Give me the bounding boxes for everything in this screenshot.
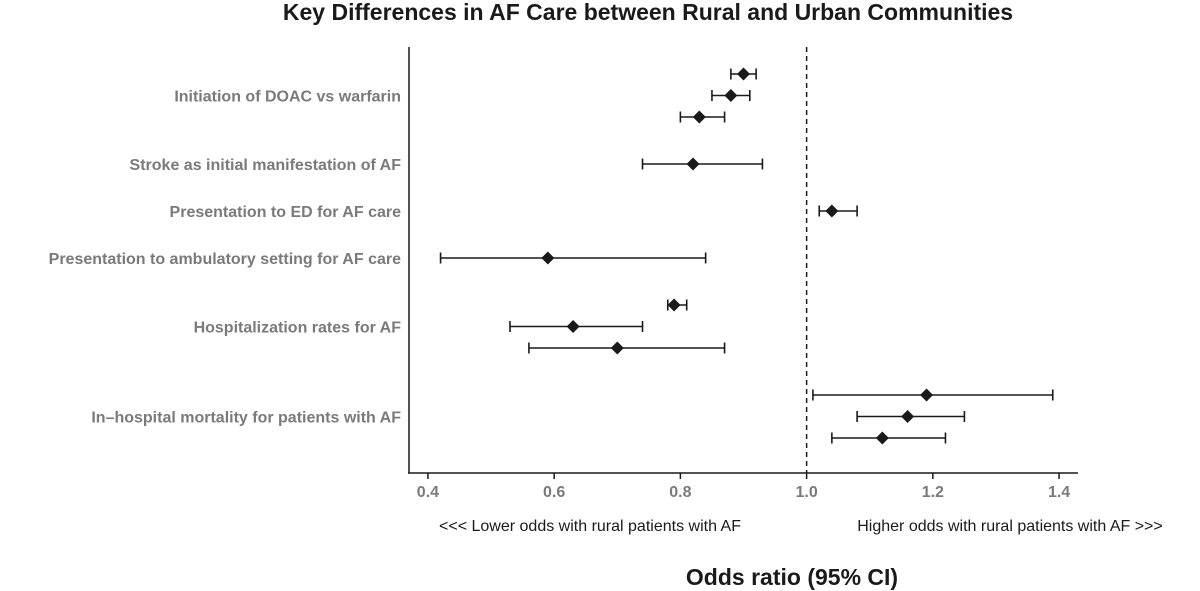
x-tick-label: 1.2: [922, 484, 944, 501]
point-estimate-diamond: [667, 298, 681, 312]
x-tick-label: 1.4: [1048, 484, 1070, 501]
estimate-row: [711, 89, 751, 102]
estimate-marks: [439, 67, 1054, 445]
category-label: Initiation of DOAC vs warfarin: [174, 89, 401, 106]
point-estimate-diamond: [610, 341, 624, 355]
plot-area: [408, 47, 1078, 474]
point-estimate-diamond: [724, 89, 738, 102]
estimate-row: [509, 320, 644, 333]
estimate-row: [818, 204, 858, 218]
estimate-row: [641, 157, 764, 171]
estimate-row: [831, 431, 947, 445]
x-tick-label: 1.0: [795, 484, 817, 501]
point-estimate-diamond: [737, 67, 750, 81]
point-estimate-diamond: [920, 388, 934, 402]
x-tick-label: 0.6: [543, 484, 565, 501]
category-label: Presentation to ED for AF care: [170, 204, 402, 221]
point-estimate-diamond: [686, 157, 700, 171]
category-label: Stroke as initial manifestation of AF: [130, 157, 402, 174]
direction-label-left: <<< Lower odds with rural patients with …: [439, 518, 741, 535]
point-estimate-diamond: [901, 410, 915, 423]
category-label: Hospitalization rates for AF: [194, 320, 402, 337]
estimate-row: [679, 110, 726, 124]
point-estimate-diamond: [875, 431, 889, 445]
point-estimate-diamond: [825, 204, 839, 218]
estimate-row: [730, 67, 757, 81]
x-axis-ticks: 0.4 0.6 0.8 1.0 1.2 1.4: [417, 473, 1070, 501]
estimate-row: [528, 341, 726, 355]
estimate-row: [666, 298, 688, 312]
x-tick-label: 0.4: [417, 484, 439, 501]
point-estimate-diamond: [566, 320, 580, 333]
estimate-row: [439, 251, 707, 265]
category-labels: Initiation of DOAC vs warfarin Stroke as …: [49, 89, 402, 427]
x-tick-label: 0.8: [669, 484, 691, 501]
category-label: Presentation to ambulatory setting for A…: [49, 251, 401, 268]
estimate-row: [856, 410, 966, 423]
direction-label-right: Higher odds with rural patients with AF …: [857, 518, 1163, 535]
estimate-row: [812, 388, 1054, 402]
point-estimate-diamond: [541, 251, 555, 265]
point-estimate-diamond: [692, 110, 706, 124]
x-axis-title: Odds ratio (95% CI): [686, 564, 898, 590]
chart-title: Key Differences in AF Care between Rural…: [283, 0, 1013, 25]
category-label: In–hospital mortality for patients with …: [91, 410, 401, 427]
